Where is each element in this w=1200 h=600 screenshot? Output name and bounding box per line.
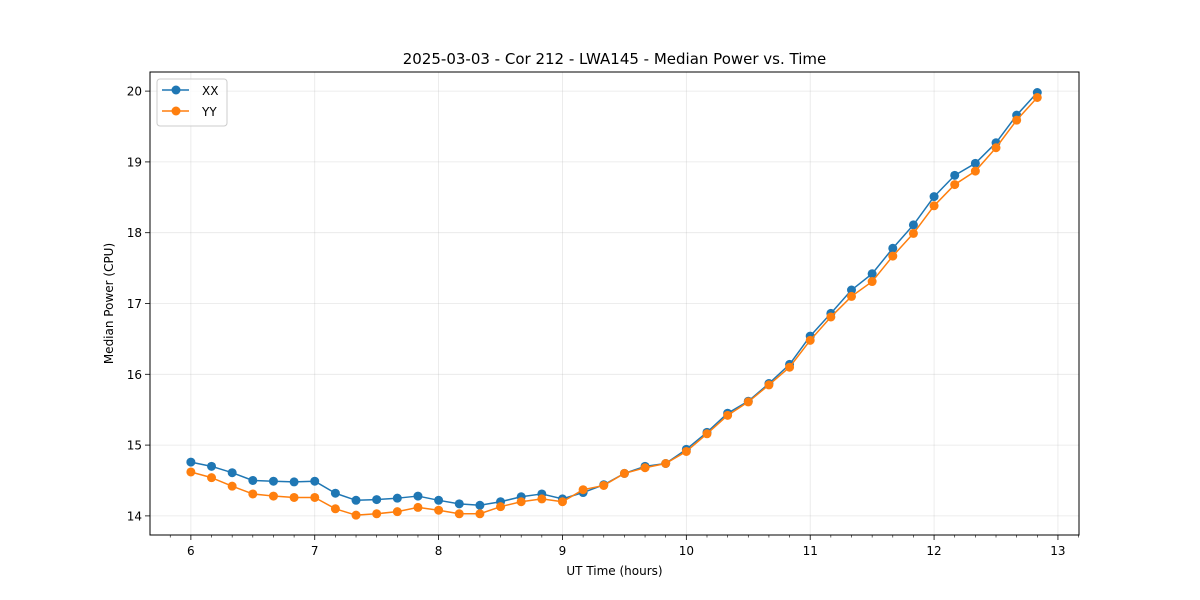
data-point-xx (434, 495, 444, 505)
data-point-yy (702, 429, 712, 439)
data-point-yy (805, 335, 815, 345)
data-point-yy (846, 291, 856, 301)
data-point-xx (372, 495, 382, 505)
data-point-xx (268, 476, 278, 486)
data-point-yy (743, 397, 753, 407)
data-point-yy (867, 277, 877, 287)
x-axis-ticks: 6 7 8 9 10 11 12 13 (187, 535, 1066, 558)
data-point-yy (186, 467, 196, 477)
x-tick-label: 13 (1050, 544, 1065, 558)
y-tick-label: 16 (127, 368, 142, 382)
series-yy (186, 92, 1042, 520)
data-point-yy (310, 492, 320, 502)
data-point-yy (640, 463, 650, 473)
legend-marker-xx (171, 85, 181, 95)
data-point-yy (888, 251, 898, 261)
data-point-yy (392, 507, 402, 517)
data-point-yy (1032, 92, 1042, 102)
data-point-xx (413, 491, 423, 501)
data-point-yy (723, 410, 733, 420)
plot-frame (149, 71, 1080, 536)
data-point-xx (929, 192, 939, 202)
legend: XX YY (156, 78, 228, 127)
data-point-xx (454, 499, 464, 509)
data-point-xx (207, 461, 217, 471)
data-point-yy (619, 468, 629, 478)
x-axis-label: UT Time (hours) (566, 564, 662, 578)
data-point-yy (330, 504, 340, 514)
data-point-yy (764, 380, 774, 390)
data-point-yy (1012, 115, 1022, 125)
data-point-xx (289, 477, 299, 487)
data-point-xx (351, 495, 361, 505)
data-point-yy (537, 494, 547, 504)
data-point-xx (248, 475, 258, 485)
data-point-xx (950, 170, 960, 180)
x-tick-label: 8 (435, 544, 443, 558)
data-point-yy (372, 509, 382, 519)
data-point-yy (826, 312, 836, 322)
chart-title: 2025-03-03 - Cor 212 - LWA145 - Median P… (403, 50, 827, 68)
data-point-yy (227, 481, 237, 491)
x-tick-label: 7 (311, 544, 319, 558)
data-point-yy (970, 166, 980, 176)
data-point-yy (908, 228, 918, 238)
x-tick-label: 6 (187, 544, 195, 558)
y-tick-label: 18 (127, 226, 142, 240)
y-tick-label: 14 (127, 509, 142, 523)
series-layer (186, 88, 1042, 520)
data-point-xx (846, 285, 856, 295)
data-point-yy (661, 458, 671, 468)
data-point-yy (599, 480, 609, 490)
legend-label-xx: XX (202, 84, 218, 98)
data-point-yy (434, 505, 444, 515)
data-point-xx (867, 269, 877, 279)
data-point-xx (888, 243, 898, 253)
data-point-yy (516, 497, 526, 507)
grid (150, 72, 1079, 535)
data-point-xx (908, 220, 918, 230)
legend-label-yy: YY (201, 105, 217, 119)
data-point-yy (785, 362, 795, 372)
y-axis-label: Median Power (CPU) (102, 243, 116, 364)
y-tick-label: 15 (127, 439, 142, 453)
data-point-yy (950, 180, 960, 190)
data-point-xx (186, 457, 196, 467)
y-tick-label: 17 (127, 297, 142, 311)
y-tick-label: 19 (127, 155, 142, 169)
data-point-yy (681, 446, 691, 456)
data-point-yy (268, 491, 278, 501)
data-point-yy (496, 502, 506, 512)
data-point-xx (475, 500, 485, 510)
x-tick-label: 10 (679, 544, 694, 558)
data-point-xx (970, 158, 980, 168)
legend-marker-yy (171, 106, 181, 116)
minor-ticks (169, 535, 1079, 538)
data-point-xx (310, 476, 320, 486)
y-tick-label: 20 (127, 85, 142, 99)
data-point-xx (330, 488, 340, 498)
x-tick-label: 9 (559, 544, 567, 558)
data-point-yy (475, 509, 485, 519)
y-axis-ticks: 14 15 16 17 18 19 20 (127, 85, 150, 523)
data-point-yy (929, 201, 939, 211)
data-point-yy (413, 502, 423, 512)
data-point-yy (289, 492, 299, 502)
x-tick-label: 12 (926, 544, 941, 558)
x-tick-label: 11 (803, 544, 818, 558)
data-point-yy (248, 489, 258, 499)
data-point-yy (207, 473, 217, 483)
data-point-xx (392, 493, 402, 503)
data-point-yy (557, 497, 567, 507)
data-point-yy (351, 510, 361, 520)
data-point-yy (578, 485, 588, 495)
data-point-yy (454, 509, 464, 519)
data-point-xx (227, 468, 237, 478)
data-point-yy (991, 143, 1001, 153)
